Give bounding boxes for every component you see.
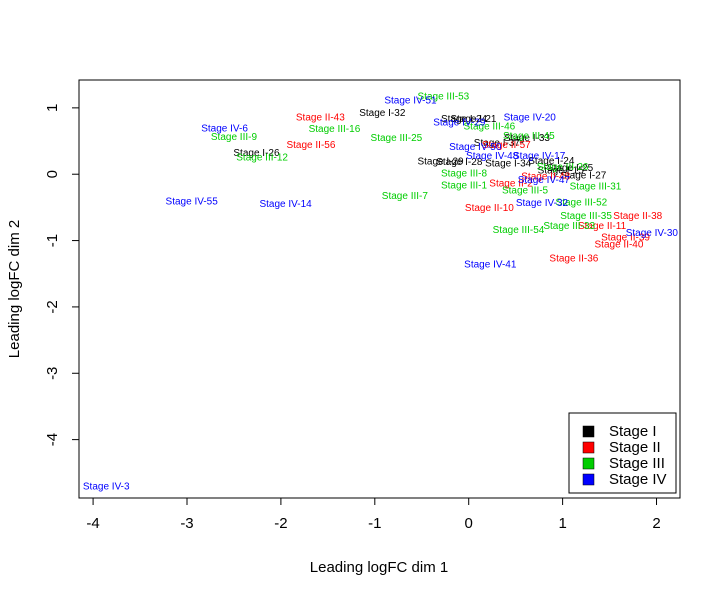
point-label: Stage II-43 — [296, 113, 345, 124]
point-label: Stage II-2 — [489, 178, 533, 189]
legend-swatch — [582, 441, 595, 454]
x-tick-label: 1 — [558, 515, 566, 532]
point-label: Stage III-8 — [441, 168, 488, 179]
point-label: Stage III-25 — [371, 133, 423, 144]
point-label: Stage III-46 — [464, 121, 516, 132]
point-label: Stage I-28 — [436, 157, 483, 168]
point-label: Stage I-21 — [450, 114, 497, 125]
point-label: Stage III-52 — [556, 198, 608, 209]
point-label: Stage IV-32 — [516, 198, 569, 209]
point-label: Stage I-24 — [441, 114, 488, 125]
point-label: Stage III-31 — [570, 182, 622, 193]
point-label: Stage III-45 — [503, 131, 555, 142]
point-label: Stage III-16 — [309, 124, 361, 135]
point-label: Stage III-53 — [418, 91, 470, 102]
point-label: Stage III-54 — [493, 225, 545, 236]
point-label: Stage II-40 — [595, 239, 644, 250]
legend-label: Stage II — [609, 439, 661, 456]
point-label: Stage III-1 — [441, 180, 488, 191]
point-label: Stage IV-55 — [166, 196, 219, 207]
y-tick-label: -3 — [44, 367, 61, 380]
y-axis-label: Leading logFC dim 2 — [6, 220, 23, 358]
point-label: Stage I-34 — [485, 158, 532, 169]
point-label: Stage II-11 — [578, 221, 627, 232]
y-tick-label: 0 — [44, 170, 61, 178]
x-tick-label: -1 — [368, 515, 381, 532]
point-label: Stage III-5 — [502, 186, 549, 197]
point-label: Stage I-25 — [547, 163, 594, 174]
point-label: Stage IV-50 — [449, 142, 502, 153]
point-label: Stage II-48 — [521, 172, 570, 183]
legend-label: Stage I — [609, 423, 657, 440]
y-axis-ticks: -4 -3 -2 -1 0 1 — [44, 104, 80, 446]
point-label: Stage I-33 — [504, 133, 551, 144]
point-label: Stage III-26 — [537, 162, 589, 173]
point-label: Stage II-38 — [613, 211, 662, 222]
point-label: Stage I-29 — [417, 156, 464, 167]
point-label: Stage I-37 — [474, 138, 521, 149]
point-label: Stage I-32 — [359, 108, 406, 119]
y-tick-label: -1 — [44, 234, 61, 247]
point-label: Stage IV-17 — [513, 151, 566, 162]
point-label: Stage I-26 — [233, 148, 280, 159]
point-label: Stage III-35 — [560, 211, 612, 222]
x-tick-label: -4 — [86, 515, 99, 532]
point-label: Stage II-57 — [482, 140, 531, 151]
point-label: Stage II-39 — [601, 233, 650, 244]
point-label: Stage III-9 — [211, 132, 258, 143]
point-label: Stage II-56 — [286, 140, 335, 151]
point-label: Stage II-36 — [549, 253, 598, 264]
x-tick-label: -3 — [180, 515, 193, 532]
point-label: Stage III-7 — [382, 191, 429, 202]
point-label: Stage IV-14 — [259, 199, 312, 210]
point-label: Stage I-24 — [528, 156, 575, 167]
point-label: Stage II-10 — [465, 203, 514, 214]
point-label: Stage III-12 — [236, 152, 288, 163]
point-label: Stage IV-29 — [433, 117, 486, 128]
y-tick-label: 1 — [44, 104, 61, 112]
legend-label: Stage IV — [609, 471, 667, 488]
x-axis-ticks: -4 -3 -2 -1 0 1 2 — [86, 497, 661, 532]
legend-swatch — [582, 473, 595, 486]
legend-swatch — [582, 425, 595, 438]
x-tick-label: 0 — [465, 515, 473, 532]
legend-swatch — [582, 457, 595, 470]
point-label: Stage IV-30 — [626, 228, 679, 239]
point-label: Stage IV-48 — [466, 151, 519, 162]
y-tick-label: -4 — [44, 433, 61, 446]
point-label: Stage IV-3 — [83, 482, 130, 493]
point-label: Stage I-15 — [538, 166, 585, 177]
point-label: Stage IV-47 — [518, 175, 571, 186]
point-label: Stage IV-6 — [201, 123, 248, 134]
point-label: Stage I-27 — [560, 170, 607, 181]
legend-label: Stage III — [609, 455, 665, 472]
point-label: Stage IV-51 — [384, 95, 437, 106]
point-label: Stage IV-41 — [464, 259, 517, 270]
x-axis-label: Leading logFC dim 1 — [310, 559, 448, 576]
x-tick-label: 2 — [652, 515, 660, 532]
point-label: Stage III-33 — [543, 221, 595, 232]
point-label: Stage IV-20 — [504, 113, 557, 124]
x-tick-label: -2 — [274, 515, 287, 532]
y-tick-label: -2 — [44, 300, 61, 313]
